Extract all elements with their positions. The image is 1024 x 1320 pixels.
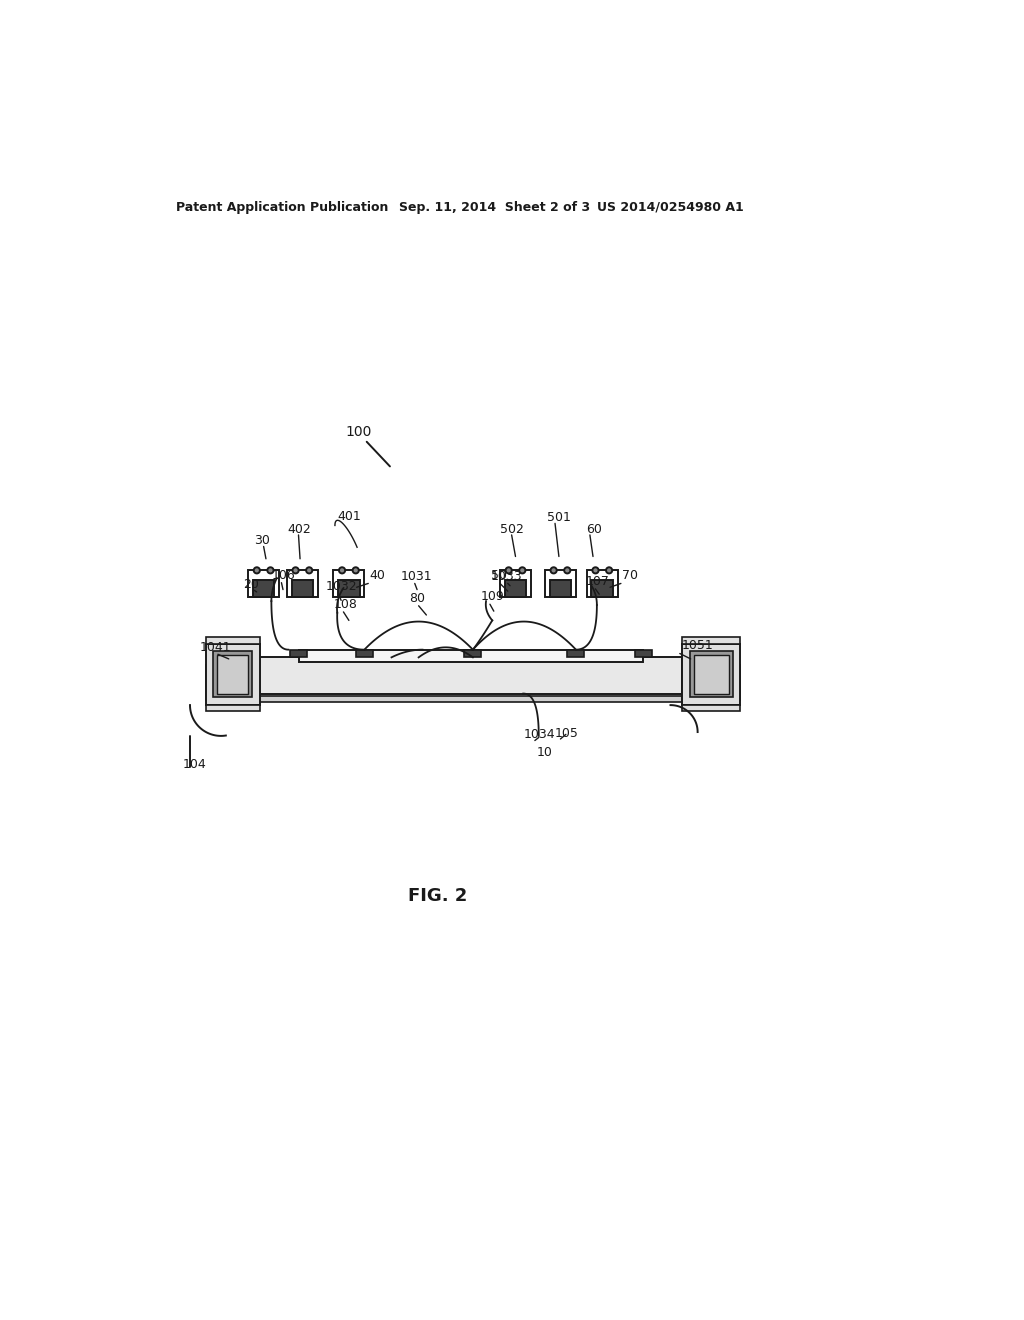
- Circle shape: [306, 568, 312, 573]
- Polygon shape: [206, 705, 260, 711]
- Polygon shape: [213, 651, 252, 697]
- Text: 20: 20: [243, 578, 259, 591]
- Text: 108: 108: [334, 598, 357, 611]
- Polygon shape: [550, 579, 571, 598]
- Text: 402: 402: [288, 523, 311, 536]
- Text: 1034: 1034: [523, 729, 555, 742]
- Polygon shape: [253, 579, 274, 598]
- Polygon shape: [682, 644, 740, 705]
- Circle shape: [592, 568, 599, 573]
- Text: 70: 70: [623, 569, 638, 582]
- Polygon shape: [567, 649, 585, 657]
- Text: 401: 401: [337, 510, 361, 523]
- Polygon shape: [209, 696, 736, 702]
- Circle shape: [564, 568, 570, 573]
- Text: 1031: 1031: [400, 570, 432, 582]
- Polygon shape: [338, 579, 359, 598]
- Text: 60: 60: [586, 523, 602, 536]
- Polygon shape: [592, 579, 613, 598]
- Text: 106: 106: [271, 569, 295, 582]
- Text: 40: 40: [370, 569, 386, 582]
- Polygon shape: [635, 649, 652, 657]
- Text: 50: 50: [490, 569, 507, 582]
- Polygon shape: [464, 649, 481, 657]
- Text: 80: 80: [410, 591, 425, 605]
- Text: 501: 501: [547, 511, 571, 524]
- Polygon shape: [258, 657, 682, 693]
- Text: 107: 107: [586, 576, 609, 589]
- Circle shape: [606, 568, 612, 573]
- Text: US 2014/0254980 A1: US 2014/0254980 A1: [597, 201, 743, 214]
- Text: 1041: 1041: [200, 640, 231, 653]
- Text: 1051: 1051: [681, 639, 713, 652]
- Text: Patent Application Publication: Patent Application Publication: [176, 201, 388, 214]
- Text: Sep. 11, 2014  Sheet 2 of 3: Sep. 11, 2014 Sheet 2 of 3: [399, 201, 591, 214]
- Polygon shape: [356, 649, 373, 657]
- Text: 502: 502: [500, 523, 524, 536]
- Circle shape: [293, 568, 299, 573]
- Circle shape: [267, 568, 273, 573]
- Text: 100: 100: [345, 425, 372, 440]
- Circle shape: [506, 568, 512, 573]
- Circle shape: [519, 568, 525, 573]
- Text: 30: 30: [254, 535, 270, 548]
- Polygon shape: [217, 655, 248, 693]
- Text: 109: 109: [480, 590, 505, 603]
- Polygon shape: [505, 579, 526, 598]
- Text: 1033: 1033: [490, 570, 522, 582]
- Polygon shape: [299, 649, 643, 663]
- Polygon shape: [290, 649, 307, 657]
- Circle shape: [551, 568, 557, 573]
- Text: 104: 104: [182, 758, 206, 771]
- Text: FIG. 2: FIG. 2: [409, 887, 468, 906]
- Circle shape: [339, 568, 345, 573]
- Circle shape: [352, 568, 358, 573]
- Polygon shape: [206, 644, 260, 705]
- Text: 10: 10: [537, 746, 552, 759]
- Polygon shape: [206, 638, 260, 644]
- Polygon shape: [682, 705, 740, 711]
- Polygon shape: [690, 651, 732, 697]
- Polygon shape: [682, 638, 740, 644]
- Polygon shape: [292, 579, 313, 598]
- Circle shape: [254, 568, 260, 573]
- Text: 105: 105: [554, 727, 579, 739]
- Polygon shape: [206, 665, 740, 701]
- Text: 1032: 1032: [326, 581, 357, 594]
- Polygon shape: [693, 655, 729, 693]
